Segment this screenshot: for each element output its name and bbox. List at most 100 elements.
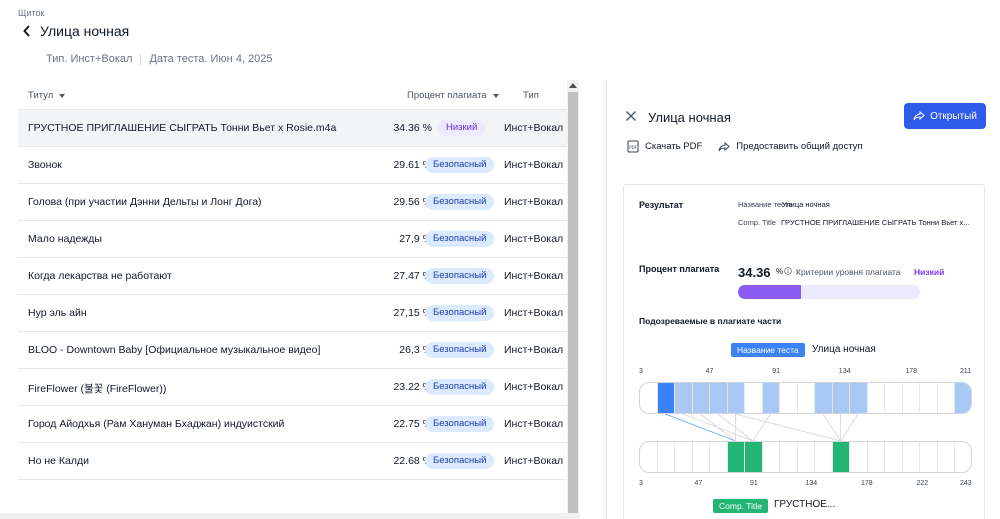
row-type: Инст+Вокал bbox=[504, 196, 564, 208]
segment-cell[interactable] bbox=[780, 383, 798, 413]
segment-cell[interactable] bbox=[885, 383, 903, 413]
open-button-label: Открытый bbox=[930, 110, 977, 122]
scrollbar-thumb[interactable] bbox=[568, 92, 578, 519]
segment-cell[interactable] bbox=[727, 442, 746, 472]
table-row[interactable]: Когда лекарства не работают 27.47 % Безопа… bbox=[18, 258, 567, 295]
chevron-left-icon[interactable] bbox=[22, 24, 32, 38]
meta-divider bbox=[140, 53, 142, 65]
share-label: Предоставить общий доступ bbox=[736, 141, 863, 152]
horizontal-scrollbar[interactable] bbox=[0, 513, 580, 519]
scroll-up-arrow-icon[interactable] bbox=[569, 83, 577, 88]
row-percent: 29.61 % bbox=[393, 159, 432, 171]
segment-cell[interactable] bbox=[832, 442, 851, 472]
segment-cell[interactable] bbox=[745, 383, 763, 413]
info-icon[interactable] bbox=[784, 267, 792, 275]
plagiarism-progress-bar bbox=[738, 285, 920, 299]
row-percent: 29.56 % bbox=[393, 196, 432, 208]
open-button[interactable]: Открытый bbox=[904, 103, 986, 129]
table-row[interactable]: Голова (при участии Дэнни Дельты и Лонг … bbox=[18, 184, 567, 221]
segment-cell[interactable] bbox=[868, 442, 886, 472]
axis-tick-label: 3 bbox=[639, 480, 643, 487]
close-icon[interactable] bbox=[625, 110, 637, 122]
segment-cell[interactable] bbox=[710, 442, 728, 472]
segment-cell[interactable] bbox=[938, 383, 956, 413]
table-row[interactable]: BLOO - Downtown Baby [Официальное музыка… bbox=[18, 332, 567, 369]
segment-cell[interactable] bbox=[692, 383, 711, 413]
meta-date: Дата теста. Июн 4, 2025 bbox=[149, 53, 273, 65]
suspected-parts-label: Подозреваемые в плагиате части bbox=[639, 316, 782, 326]
segment-cell[interactable] bbox=[763, 442, 781, 472]
segment-cell[interactable] bbox=[657, 383, 676, 413]
segment-cell[interactable] bbox=[903, 383, 921, 413]
segment-cell[interactable] bbox=[832, 383, 851, 413]
table-row[interactable]: FireFlower (불꽃 (FireFlower)) 23.22 % Безоп… bbox=[18, 369, 567, 406]
download-pdf-button[interactable]: PDF Скачать PDF bbox=[627, 140, 702, 153]
row-percent: 22.68 % bbox=[393, 455, 432, 467]
vertical-scrollbar[interactable] bbox=[567, 80, 579, 519]
meta-row: Тип. Инст+Вокал Дата теста. Июн 4, 2025 bbox=[46, 53, 273, 65]
axis-tick-label: 178 bbox=[905, 368, 918, 375]
segment-cell[interactable] bbox=[640, 442, 658, 472]
table-row[interactable]: Город Айодхья (Рам Хануман Бхаджан) инду… bbox=[18, 406, 567, 443]
percent-value: 34.36 bbox=[738, 265, 771, 280]
risk-badge: Низкий bbox=[438, 120, 486, 136]
table-row[interactable]: Но не Калди 22.68 % Безопасный Инст+Вокал bbox=[18, 443, 567, 480]
sort-caret-icon[interactable] bbox=[59, 93, 66, 98]
row-type: Инст+Вокал bbox=[504, 122, 564, 134]
risk-badge: Безопасный bbox=[425, 231, 495, 247]
row-title: Голова (при участии Дэнни Дельты и Лонг … bbox=[28, 196, 262, 208]
segment-cell[interactable] bbox=[798, 442, 816, 472]
sort-caret-icon[interactable] bbox=[492, 93, 499, 98]
row-title: Мало надежды bbox=[28, 233, 102, 245]
segment-cell[interactable] bbox=[955, 383, 971, 413]
segment-cell[interactable] bbox=[727, 383, 746, 413]
segment-cell[interactable] bbox=[920, 442, 938, 472]
table-row[interactable]: Нур эль айн 27,15 % Безопасный Инст+Вокал bbox=[18, 295, 567, 332]
row-title: ГРУСТНОЕ ПРИГЛАШЕНИЕ СЫГРАТЬ Тонни Вьет … bbox=[28, 122, 337, 134]
segment-cell[interactable] bbox=[903, 442, 921, 472]
segment-cell[interactable] bbox=[710, 383, 728, 413]
column-header-type[interactable]: Тип bbox=[523, 90, 539, 101]
download-pdf-label: Скачать PDF bbox=[645, 141, 703, 152]
segment-cell[interactable] bbox=[675, 442, 693, 472]
axis-tick-label: 211 bbox=[960, 368, 972, 375]
segment-cell[interactable] bbox=[850, 383, 868, 413]
share-button[interactable]: Предоставить общий доступ bbox=[718, 141, 863, 152]
panel-title: Улица ночная bbox=[648, 110, 731, 125]
row-type: Инст+Вокал bbox=[504, 159, 564, 171]
segment-cell[interactable] bbox=[938, 442, 956, 472]
axis-tick-label: 47 bbox=[705, 368, 714, 375]
segment-cell[interactable] bbox=[693, 442, 711, 472]
segment-cell[interactable] bbox=[920, 383, 938, 413]
segment-cell[interactable] bbox=[815, 442, 833, 472]
plagiarism-progress-fill bbox=[738, 285, 801, 299]
risk-badge: Безопасный bbox=[425, 453, 495, 469]
segment-cell[interactable] bbox=[762, 383, 781, 413]
table-row[interactable]: Звонок 29.61 % Безопасный Инст+Вокал bbox=[18, 147, 567, 184]
row-percent: 26,3 % bbox=[399, 344, 432, 356]
segment-cell[interactable] bbox=[640, 383, 658, 413]
segment-cell[interactable] bbox=[675, 383, 693, 413]
row-percent: 27,15 % bbox=[393, 307, 432, 319]
breadcrumb[interactable]: Щиток bbox=[18, 8, 45, 18]
panel-shadow bbox=[600, 80, 606, 519]
axis-tick-label: 178 bbox=[861, 480, 873, 487]
segment-cell[interactable] bbox=[868, 383, 886, 413]
row-percent: 22.75 % bbox=[393, 418, 432, 430]
axis-tick-label: 91 bbox=[772, 368, 780, 375]
segment-cell[interactable] bbox=[745, 442, 763, 472]
segment-cell[interactable] bbox=[780, 442, 798, 472]
segment-cell[interactable] bbox=[658, 442, 676, 472]
segment-cell[interactable] bbox=[815, 383, 833, 413]
column-header-percent[interactable]: Процент плагиата bbox=[407, 90, 499, 101]
table-row[interactable]: ГРУСТНОЕ ПРИГЛАШЕНИЕ СЫГРАТЬ Тонни Вьет … bbox=[18, 110, 567, 147]
segment-cell[interactable] bbox=[798, 383, 816, 413]
column-header-title[interactable]: Титул bbox=[28, 90, 66, 101]
segment-cell[interactable] bbox=[955, 442, 971, 472]
segment-cell[interactable] bbox=[850, 442, 868, 472]
table-row[interactable]: Мало надежды 27,9 % Безопасный Инст+Вокал bbox=[18, 221, 567, 258]
match-line bbox=[735, 413, 841, 442]
segment-cell[interactable] bbox=[885, 442, 903, 472]
row-title: Когда лекарства не работают bbox=[28, 270, 172, 282]
percent-unit: % bbox=[776, 267, 784, 276]
